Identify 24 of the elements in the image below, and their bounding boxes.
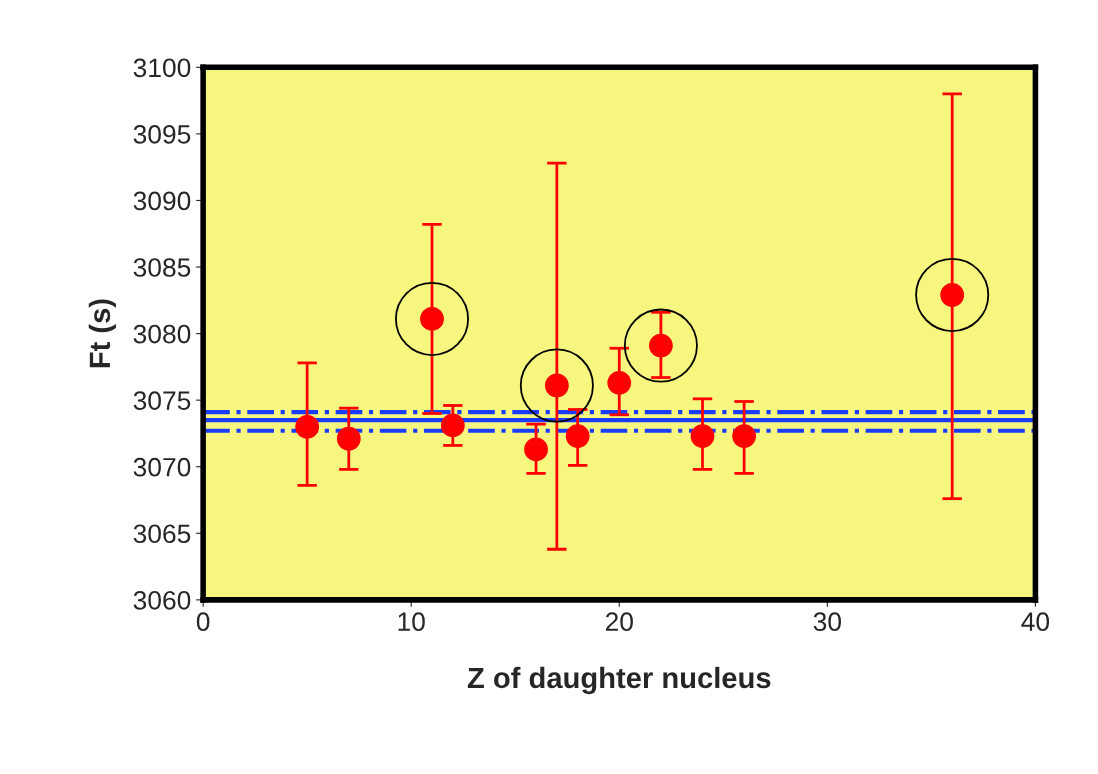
y-tick-label: 3100	[133, 58, 191, 78]
y-tick-label: 3060	[133, 590, 191, 610]
y-tick-label: 3075	[133, 391, 191, 410]
point	[440, 413, 465, 438]
y-tick-label: 3090	[133, 191, 191, 211]
x-tick-label: 20	[605, 612, 633, 632]
point	[295, 414, 320, 439]
y-tick-label: 3095	[133, 125, 191, 144]
point	[336, 426, 361, 451]
point	[524, 437, 548, 462]
x-tick-label: 10	[398, 612, 425, 632]
x-axis-title: Z of daughter nucleus	[467, 666, 771, 695]
point	[565, 424, 590, 448]
x-tick-label: 40	[1021, 612, 1050, 632]
point	[690, 424, 715, 448]
x-tick-label: 0	[196, 612, 210, 632]
y-tick-label: 3070	[133, 457, 191, 477]
y-axis-title: Ft (s)	[88, 299, 116, 368]
point	[607, 370, 632, 395]
y-tick-label: 3085	[133, 258, 191, 277]
y-tick-label: 3080	[133, 324, 191, 344]
point	[732, 424, 757, 448]
x-tick-label: 30	[813, 612, 841, 632]
y-tick-label: 3065	[133, 524, 191, 544]
